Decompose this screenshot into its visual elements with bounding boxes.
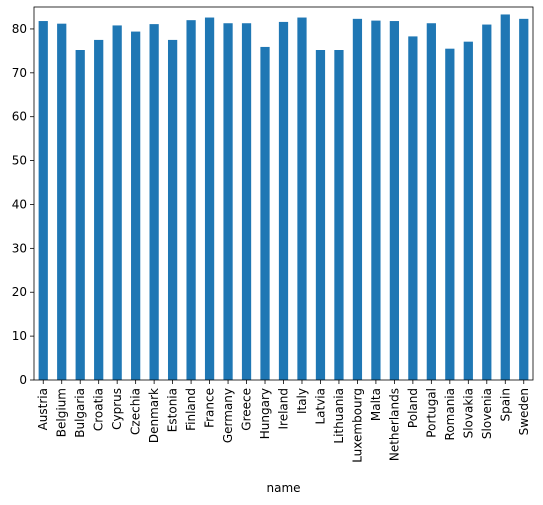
bar-cyprus (112, 25, 122, 380)
y-tick-label: 0 (19, 373, 27, 387)
x-tick-label: France (203, 388, 217, 428)
bar-france (204, 17, 215, 380)
bar-bulgaria (75, 50, 85, 381)
x-tick-label: Italy (295, 388, 309, 414)
x-tick-label: Czechia (129, 388, 143, 435)
x-tick-label: Finland (184, 388, 198, 431)
axes-group: Austria Belgium Bulgaria Croatia Cyprus Czech… (12, 6, 534, 463)
x-tick-label: Bulgaria (73, 388, 87, 438)
x-tick-label: Romania (443, 388, 457, 440)
x-tick-label: Malta (369, 388, 383, 421)
bar-poland (408, 36, 418, 380)
y-tick-label: 10 (12, 329, 27, 343)
y-tick-label: 60 (12, 110, 27, 124)
x-axis-title: name (266, 481, 300, 495)
bar-romania (445, 48, 455, 381)
plot-frame (33, 6, 534, 381)
bar-sweden (519, 18, 529, 380)
x-tick-label: Germany (221, 388, 235, 443)
bar-ireland (278, 21, 289, 380)
x-tick-label: Hungary (258, 388, 272, 439)
bar-denmark (149, 24, 159, 381)
x-tick-label: Luxembourg (350, 388, 364, 463)
bar-portugal (426, 23, 436, 380)
x-tick-label: Spain (498, 388, 512, 422)
x-tick-label: Lithuania (332, 388, 346, 444)
x-tick-label: Poland (406, 388, 420, 428)
x-tick-label: Sweden (517, 388, 531, 435)
x-tick-label: Croatia (92, 388, 106, 431)
bar-croatia (94, 39, 104, 380)
bar-netherlands (389, 21, 400, 380)
x-tick-label: Ireland (277, 388, 291, 430)
bars-group (38, 14, 529, 381)
x-tick-label: Greece (240, 388, 254, 431)
x-tick-label: Denmark (147, 388, 161, 443)
x-tick-label: Cyprus (110, 388, 124, 430)
bar-germany (223, 23, 233, 380)
x-tick-label: Portugal (424, 388, 438, 438)
bar-slovakia (463, 41, 473, 381)
y-tick-label: 80 (12, 22, 27, 36)
bar-hungary (260, 46, 270, 380)
x-tick-label: Estonia (166, 388, 180, 432)
y-tick-label: 20 (12, 285, 27, 299)
y-tick-label: 50 (12, 154, 27, 168)
x-tick-label: Slovenia (480, 388, 494, 439)
bar-czechia (131, 31, 141, 380)
bar-austria (38, 21, 48, 380)
x-tick-label: Latvia (313, 388, 327, 425)
bar-italy (297, 17, 307, 380)
x-tick-label: Netherlands (387, 388, 401, 461)
bar-belgium (57, 23, 67, 381)
bar-finland (186, 20, 196, 381)
x-tick-label: Belgium (55, 388, 69, 437)
x-tick-label: Slovakia (461, 388, 475, 438)
x-tick-label: Austria (36, 388, 50, 430)
bar-malta (371, 20, 381, 381)
y-tick-label: 70 (12, 66, 27, 80)
bar-lithuania (334, 50, 344, 381)
bar-estonia (167, 39, 178, 380)
y-tick-label: 40 (12, 197, 27, 211)
bar-luxembourg (352, 18, 363, 380)
bar-slovenia (482, 24, 492, 380)
bar-spain (500, 14, 510, 381)
bar-greece (241, 23, 252, 380)
bar-latvia (315, 50, 326, 381)
y-tick-label: 30 (12, 241, 27, 255)
